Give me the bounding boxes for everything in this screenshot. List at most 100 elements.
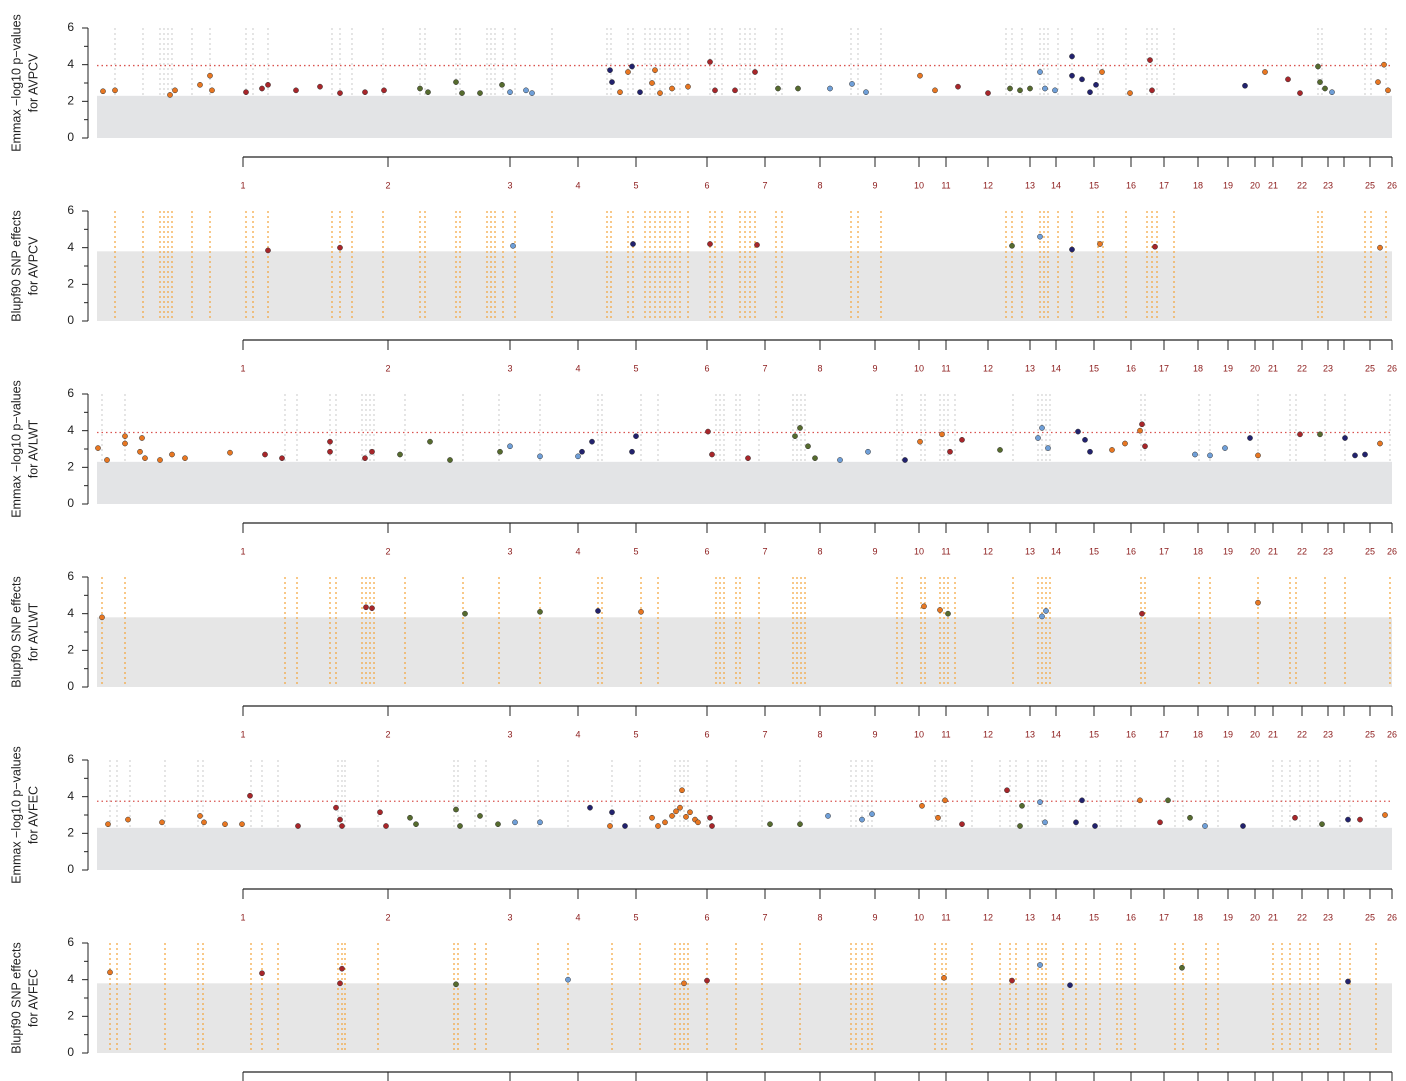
snp-point (1069, 53, 1075, 60)
snp-point (1157, 819, 1163, 826)
y-axis-label: for AVFEC (26, 786, 40, 844)
snp-point (427, 438, 433, 445)
snp-point (683, 813, 689, 820)
chromosome-label: 25 (1365, 912, 1375, 922)
chromosome-label: 11 (941, 912, 950, 922)
snp-point (497, 448, 503, 455)
chromosome-label: 10 (914, 912, 924, 922)
chromosome-label: 3 (507, 363, 512, 373)
snp-point (681, 980, 687, 987)
snp-point (1222, 445, 1228, 451)
snp-point (707, 814, 713, 821)
snp-point (462, 610, 468, 617)
chromosome-label: 18 (1193, 180, 1203, 190)
y-tick-label: 2 (67, 94, 74, 108)
snp-point (609, 809, 615, 816)
snp-point (919, 802, 925, 809)
snp-point (945, 610, 951, 617)
chromosome-label: 4 (575, 180, 580, 190)
y-axis-label: Blupf90 SNP effects (9, 576, 23, 687)
chromosome-label: 6 (704, 912, 709, 922)
snp-point (902, 457, 908, 463)
chromosome-label: 12 (983, 729, 993, 739)
snp-point (707, 241, 713, 247)
snp-point (459, 90, 465, 96)
snp-point (1319, 821, 1325, 828)
snp-point (327, 438, 333, 445)
chromosome-label: 2 (385, 912, 390, 922)
y-axis-label: Emmax −log10 p−values (9, 14, 23, 152)
chromosome-label: 4 (575, 546, 580, 556)
chromosome-label: 25 (1365, 729, 1375, 739)
snp-point (1082, 436, 1088, 443)
snp-point (1377, 440, 1383, 447)
snp-point (1073, 819, 1079, 826)
chromosome-label: 3 (507, 180, 512, 190)
snp-point (825, 813, 831, 819)
chromosome-label: 6 (704, 180, 709, 190)
snp-point (939, 431, 945, 438)
background-band (97, 95, 1392, 138)
snp-point (767, 821, 773, 828)
y-axis-label: for AVFEC (26, 969, 40, 1027)
chromosome-label: 3 (507, 729, 512, 739)
snp-point (849, 81, 855, 87)
snp-point (333, 804, 339, 811)
chromosome-label: 2 (385, 180, 390, 190)
snp-point (662, 819, 668, 826)
snp-point (1147, 57, 1153, 63)
chromosome-label: 26 (1387, 180, 1397, 190)
y-tick-label: 4 (67, 606, 74, 620)
y-tick-label: 2 (67, 277, 74, 291)
snp-point (863, 89, 869, 96)
chromosome-label: 1 (240, 363, 245, 373)
snp-point (997, 447, 1003, 453)
snp-point (1127, 90, 1133, 96)
snp-point (745, 455, 751, 462)
snp-point (607, 67, 613, 74)
chromosome-label: 22 (1297, 180, 1307, 190)
chromosome-label: 23 (1323, 180, 1333, 190)
y-tick-label: 0 (67, 679, 74, 693)
snp-point (383, 823, 389, 829)
snp-point (1315, 63, 1321, 70)
chromosome-label: 19 (1223, 546, 1233, 556)
snp-point (122, 440, 128, 447)
snp-point (1377, 244, 1383, 251)
snp-point (247, 792, 253, 799)
chromosome-label: 10 (914, 546, 924, 556)
snp-point (201, 819, 207, 826)
snp-point (1069, 72, 1075, 79)
chromosome-label: 8 (817, 546, 822, 556)
snp-point (279, 455, 285, 462)
y-tick-label: 0 (67, 1045, 74, 1059)
chromosome-label: 21 (1268, 912, 1278, 922)
snp-point (587, 804, 593, 811)
chromosome-label: 12 (983, 180, 993, 190)
snp-point (1042, 819, 1048, 826)
y-axis-label: for AVLWT (26, 419, 40, 478)
snp-point (95, 445, 101, 451)
y-axis-label: Emmax −log10 p−values (9, 380, 23, 518)
chromosome-label: 21 (1268, 363, 1278, 373)
snp-point (169, 451, 175, 458)
snp-point (1037, 962, 1043, 968)
snp-point (337, 980, 343, 987)
y-axis-label: Emmax −log10 p−values (9, 746, 23, 884)
chromosome-label: 5 (633, 363, 638, 373)
y-tick-label: 0 (67, 862, 74, 876)
y-tick-label: 6 (67, 569, 74, 583)
snp-point (859, 816, 865, 823)
snp-point (1202, 823, 1208, 829)
y-axis-label: Blupf90 SNP effects (9, 210, 23, 321)
chromosome-label: 17 (1159, 363, 1169, 373)
snp-point (625, 69, 631, 75)
snp-point (795, 85, 801, 92)
snp-point (537, 819, 543, 826)
snp-point (107, 969, 113, 976)
snp-point (1292, 814, 1298, 821)
snp-point (1027, 85, 1033, 92)
y-tick-label: 2 (67, 1009, 74, 1023)
chromosome-label: 8 (817, 180, 822, 190)
